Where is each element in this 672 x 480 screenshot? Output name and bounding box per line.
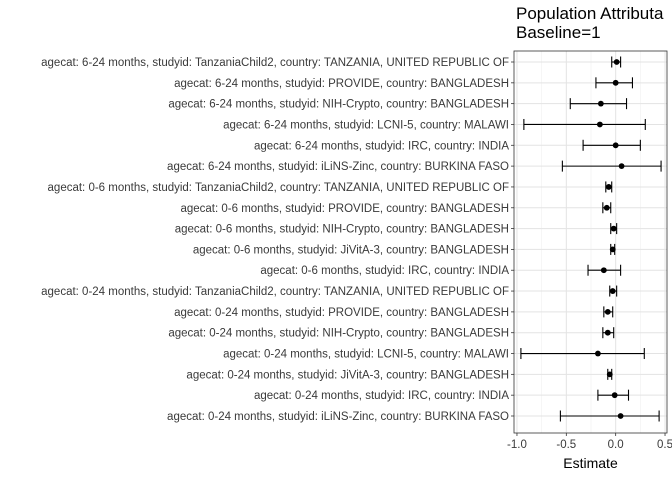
estimate-point [603, 204, 610, 211]
x-tick-label: -1.0 [507, 439, 527, 451]
x-axis-title: Estimate [563, 455, 618, 471]
estimate-point [618, 163, 625, 170]
row-label: agecat: 0-24 months, studyid: IRC, count… [254, 390, 509, 402]
row-label: agecat: 0-24 months, studyid: iLiNS-Zinc… [167, 411, 509, 423]
estimate-point [609, 288, 616, 294]
row-label: agecat: 6-24 months, studyid: NIH-Crypto… [168, 99, 509, 111]
estimate-point [612, 79, 619, 86]
row-label: agecat: 0-6 months, studyid: PROVIDE, co… [180, 203, 509, 215]
row-label: agecat: 0-6 months, studyid: TanzaniaChi… [48, 182, 509, 194]
estimate-point [612, 142, 619, 149]
x-tick-label: -0.5 [556, 439, 576, 451]
row-label: agecat: 0-24 months, studyid: LCNI-5, co… [223, 349, 509, 361]
estimate-point [604, 308, 611, 315]
estimate-point [600, 267, 607, 274]
row-label: agecat: 0-6 months, studyid: NIH-Crypto,… [175, 224, 509, 236]
row-label: agecat: 0-24 months, studyid: PROVIDE, c… [174, 307, 509, 319]
row-label: agecat: 6-24 months, studyid: TanzaniaCh… [41, 57, 509, 69]
estimate-point [613, 59, 620, 65]
row-label: agecat: 6-24 months, studyid: LCNI-5, co… [223, 119, 509, 131]
estimate-point [610, 225, 617, 232]
x-tick-label: 0.5 [657, 439, 672, 451]
x-tick-label: 0.0 [608, 439, 624, 451]
row-label: agecat: 0-6 months, studyid: IRC, countr… [260, 265, 509, 277]
estimate-point [596, 121, 603, 128]
row-label: agecat: 0-24 months, studyid: NIH-Crypto… [168, 328, 509, 340]
estimate-point [609, 246, 616, 253]
estimate-point [611, 392, 618, 399]
row-label: agecat: 6-24 months, studyid: IRC, count… [254, 140, 509, 152]
row-label: agecat: 0-24 months, studyid: JiVitA-3, … [186, 369, 509, 381]
estimate-point [605, 184, 612, 190]
estimate-point [606, 371, 613, 378]
estimate-point [597, 100, 604, 107]
row-label: agecat: 0-6 months, studyid: JiVitA-3, c… [193, 244, 509, 256]
plot-panel [514, 51, 667, 433]
estimate-point [604, 329, 611, 336]
chart-title-line-1: Population Attributa [516, 4, 664, 23]
row-label: agecat: 6-24 months, studyid: iLiNS-Zinc… [167, 161, 509, 173]
plot-border [513, 50, 668, 434]
chart-title-line-2: Baseline=1 [516, 23, 601, 42]
estimate-point [595, 350, 601, 357]
estimate-point [617, 413, 624, 419]
row-label: agecat: 0-24 months, studyid: TanzaniaCh… [41, 286, 509, 298]
row-label: agecat: 6-24 months, studyid: PROVIDE, c… [174, 78, 509, 90]
